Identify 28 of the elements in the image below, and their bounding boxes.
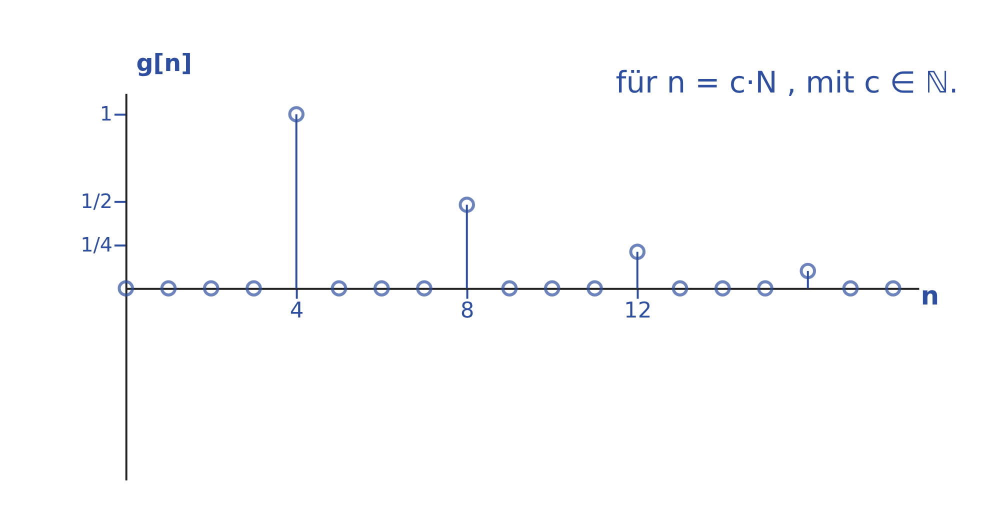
point (672, 280, 688, 296)
y-axis-title: g[n] (136, 49, 192, 78)
point (246, 280, 262, 296)
point (544, 280, 560, 296)
x-axis-title: n (920, 282, 940, 312)
point (160, 280, 177, 296)
point (288, 106, 305, 122)
y-tick-label: 1/4 (80, 233, 112, 256)
point (373, 280, 390, 296)
point (757, 280, 774, 296)
point (416, 280, 432, 296)
point (501, 280, 518, 296)
x-tick-label: 12 (624, 298, 652, 324)
point (202, 280, 220, 296)
y-tick-label: 1 (100, 102, 112, 126)
point (330, 280, 348, 296)
annotation: für n = c·N , mit c ∈ ℕ. (616, 65, 958, 100)
point (885, 280, 902, 296)
x-tick-label: 4 (290, 298, 304, 324)
x-tick-label: 8 (460, 298, 474, 324)
point (842, 280, 859, 296)
point (586, 280, 603, 296)
point (629, 244, 646, 260)
y-tick-label: 1/2 (80, 190, 112, 213)
point (118, 280, 134, 296)
point (458, 196, 476, 213)
point (800, 262, 816, 280)
point (714, 280, 731, 296)
